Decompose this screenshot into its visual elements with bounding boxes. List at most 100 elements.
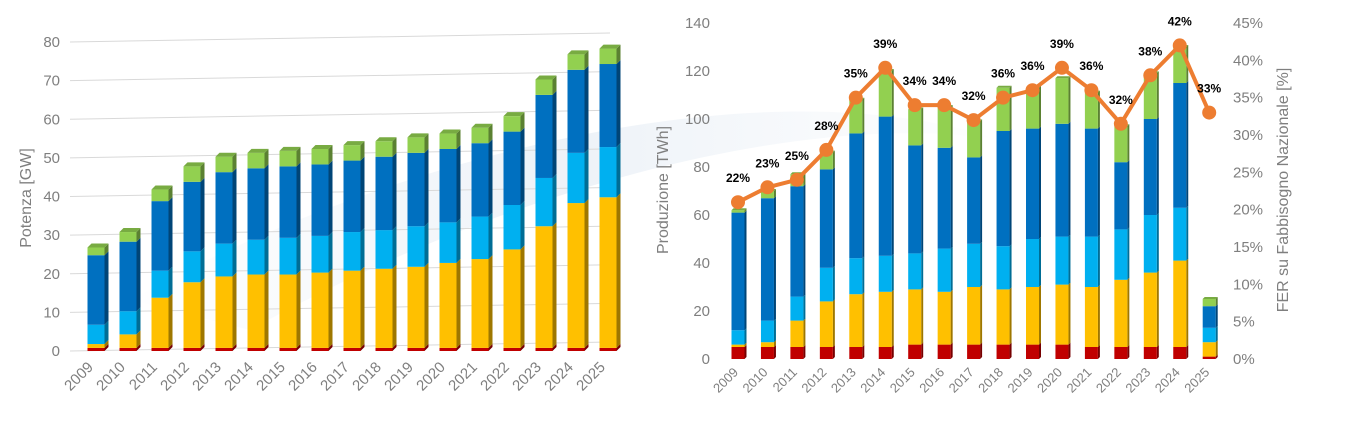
bar-segment-7-4 [311, 148, 329, 165]
bar-side-9-3 [392, 152, 397, 231]
bar-segment-7-3 [311, 164, 329, 236]
bar-side-14-4 [552, 75, 557, 95]
bar-side-4-4 [862, 97, 865, 134]
bar-side-13-2 [520, 200, 525, 250]
bar-segment-1-3 [760, 198, 774, 321]
bar-side-12-0 [488, 343, 493, 351]
bar-side-15-1 [584, 199, 589, 348]
bar-side-15-2 [584, 148, 589, 204]
bar-segment-10-2 [1026, 239, 1039, 287]
bar-side-13-0 [1127, 345, 1130, 359]
bar-segment-1-2 [760, 320, 774, 343]
bar-side-0-1 [104, 340, 109, 348]
bar-segment-2-1 [790, 320, 804, 347]
bar-side-7-0 [328, 343, 333, 351]
right-y-tick-7: 140 [685, 15, 710, 32]
bar-segment-9-3 [996, 131, 1010, 247]
bar-top-2 [151, 185, 173, 190]
right-y-tick-1: 20 [693, 303, 710, 320]
bar-segment-0-0 [87, 347, 105, 351]
bar-segment-14-4 [535, 79, 553, 95]
bar-segment-14-2 [1143, 215, 1157, 273]
bar-segment-12-2 [471, 216, 489, 260]
bar-side-13-1 [1127, 277, 1130, 347]
bar-segment-14-3 [1143, 119, 1157, 215]
bar-segment-16-0 [1202, 356, 1216, 359]
bar-segment-3-3 [819, 169, 833, 268]
bar-side-12-3 [1097, 126, 1100, 237]
bar-side-7-2 [328, 231, 333, 273]
bar-segment-6-1 [279, 274, 297, 348]
percentage-label-8: 32% [962, 89, 986, 103]
bar-side-10-0 [424, 343, 429, 351]
bar-side-7-3 [328, 160, 333, 236]
right-y-tick-0: 0 [702, 351, 710, 368]
bar-top-11 [1055, 76, 1071, 79]
bar-segment-4-0 [215, 347, 233, 351]
bar-segment-4-1 [215, 276, 233, 348]
bar-segment-6-0 [279, 347, 297, 351]
bar-side-16-3 [616, 60, 621, 148]
bar-side-3-4 [200, 162, 205, 182]
bar-side-15-4 [584, 50, 589, 70]
left-y-tick-0: 0 [52, 343, 60, 360]
bar-side-8-3 [360, 156, 365, 233]
bar-side-4-1 [862, 292, 865, 347]
bar-segment-7-4 [937, 107, 951, 148]
bar-side-0-2 [104, 320, 109, 345]
bar-segment-13-0 [1114, 347, 1128, 359]
bar-segment-0-1 [87, 344, 105, 348]
bar-segment-10-0 [407, 347, 425, 351]
bar-side-3-1 [832, 299, 835, 347]
bar-side-7-4 [950, 105, 953, 148]
bar-side-14-3 [1156, 117, 1159, 215]
bar-side-15-3 [1186, 81, 1189, 208]
bar-segment-5-2 [878, 255, 892, 292]
bar-segment-2-0 [151, 347, 169, 351]
bar-side-8-4 [360, 141, 365, 161]
bar-segment-11-0 [1055, 344, 1069, 359]
bar-side-13-4 [520, 112, 525, 132]
bar-segment-13-2 [503, 204, 521, 250]
bar-side-5-4 [264, 148, 269, 169]
percentage-point-12 [1084, 83, 1099, 98]
bar-segment-0-3 [87, 255, 105, 325]
bar-segment-16-4 [599, 48, 617, 65]
bar-side-16-0 [616, 343, 621, 351]
left-gridline-6 [69, 109, 611, 120]
right-y2-tick-3: 15% [1233, 239, 1263, 256]
bar-side-14-0 [1156, 345, 1159, 359]
bar-side-13-1 [520, 245, 525, 348]
right-y2-tick-0: 0% [1233, 351, 1255, 368]
bar-side-9-0 [1009, 342, 1012, 359]
bar-side-5-3 [891, 114, 894, 256]
right-x-tick-0: 2009 [710, 365, 741, 396]
bar-segment-4-0 [849, 347, 863, 359]
bar-side-7-4 [328, 144, 333, 165]
right-x-tick-7: 2016 [916, 365, 947, 396]
bar-side-8-2 [360, 228, 365, 271]
right-x-tick-2: 2011 [770, 365, 800, 395]
bar-segment-1-0 [760, 347, 774, 359]
percentage-label-1: 23% [755, 156, 779, 170]
bar-segment-8-4 [343, 145, 361, 161]
left-x-tick-10: 2019 [381, 359, 417, 395]
bar-segment-13-3 [1114, 162, 1128, 230]
bar-segment-9-4 [375, 141, 393, 157]
bar-segment-0-3 [731, 212, 745, 331]
percentage-label-14: 38% [1138, 44, 1162, 58]
left-x-tick-11: 2020 [413, 359, 449, 395]
bar-segment-16-0 [599, 347, 617, 351]
bar-segment-6-4 [279, 150, 297, 167]
bar-segment-13-4 [503, 116, 521, 132]
bar-side-0-2 [744, 328, 747, 345]
bar-side-12-0 [1097, 345, 1100, 359]
bar-segment-5-1 [247, 274, 265, 348]
bar-side-9-1 [1009, 287, 1012, 345]
left-x-tick-6: 2015 [253, 359, 289, 395]
bar-side-8-1 [360, 266, 365, 348]
bar-side-14-2 [552, 173, 557, 227]
right-percentage-line: 22% 23% 25% 28% 35% 39% 34% 34% 32% 36% 36% 39% 36% 3… [726, 14, 1222, 210]
bar-side-9-4 [392, 137, 397, 157]
